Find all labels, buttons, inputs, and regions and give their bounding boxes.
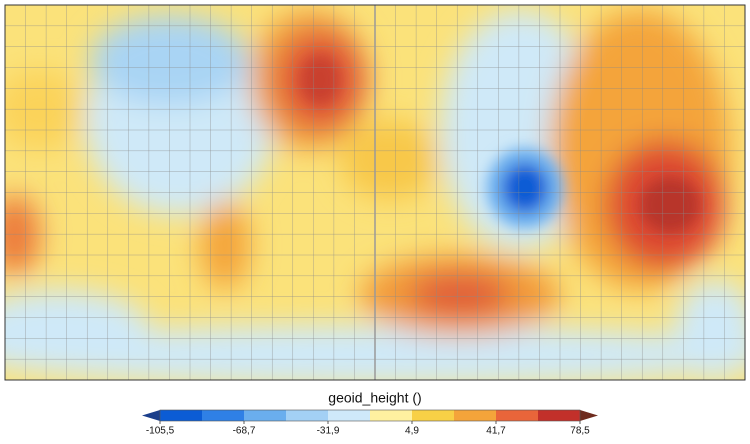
colorbar-bin: [202, 410, 245, 421]
colorbar-bin: [370, 410, 413, 421]
colorbar-tick-label: 78,5: [570, 426, 590, 437]
colorbar-bin: [496, 410, 539, 421]
colorbar-tick-label: 41,7: [486, 426, 506, 437]
colorbar-frame: [159, 409, 581, 422]
colorbar-bin: [244, 410, 287, 421]
colorbar-tick-label: 4,9: [405, 426, 419, 437]
colorbar-bin: [328, 410, 371, 421]
colorbar-under: [142, 410, 160, 421]
colorbar-tick-label: -68,7: [233, 426, 256, 437]
colorbar-tick-label: -105,5: [146, 426, 175, 437]
colorbar-bin: [160, 410, 203, 421]
colorbar-tick-label: -31,9: [317, 426, 340, 437]
colorbar: -105,5 -68,7 -31,9 4,9 41,7 78,5: [142, 409, 598, 437]
colorbar-bin: [454, 410, 497, 421]
colorbar-over: [580, 410, 598, 421]
colorbar-bin: [538, 410, 581, 421]
colorbar-bin: [286, 410, 329, 421]
geoid-field: [5, 5, 745, 380]
map-frame: [4, 4, 746, 381]
colorbar-label: geoid_height (): [328, 390, 421, 406]
colorbar-bin: [412, 410, 455, 421]
